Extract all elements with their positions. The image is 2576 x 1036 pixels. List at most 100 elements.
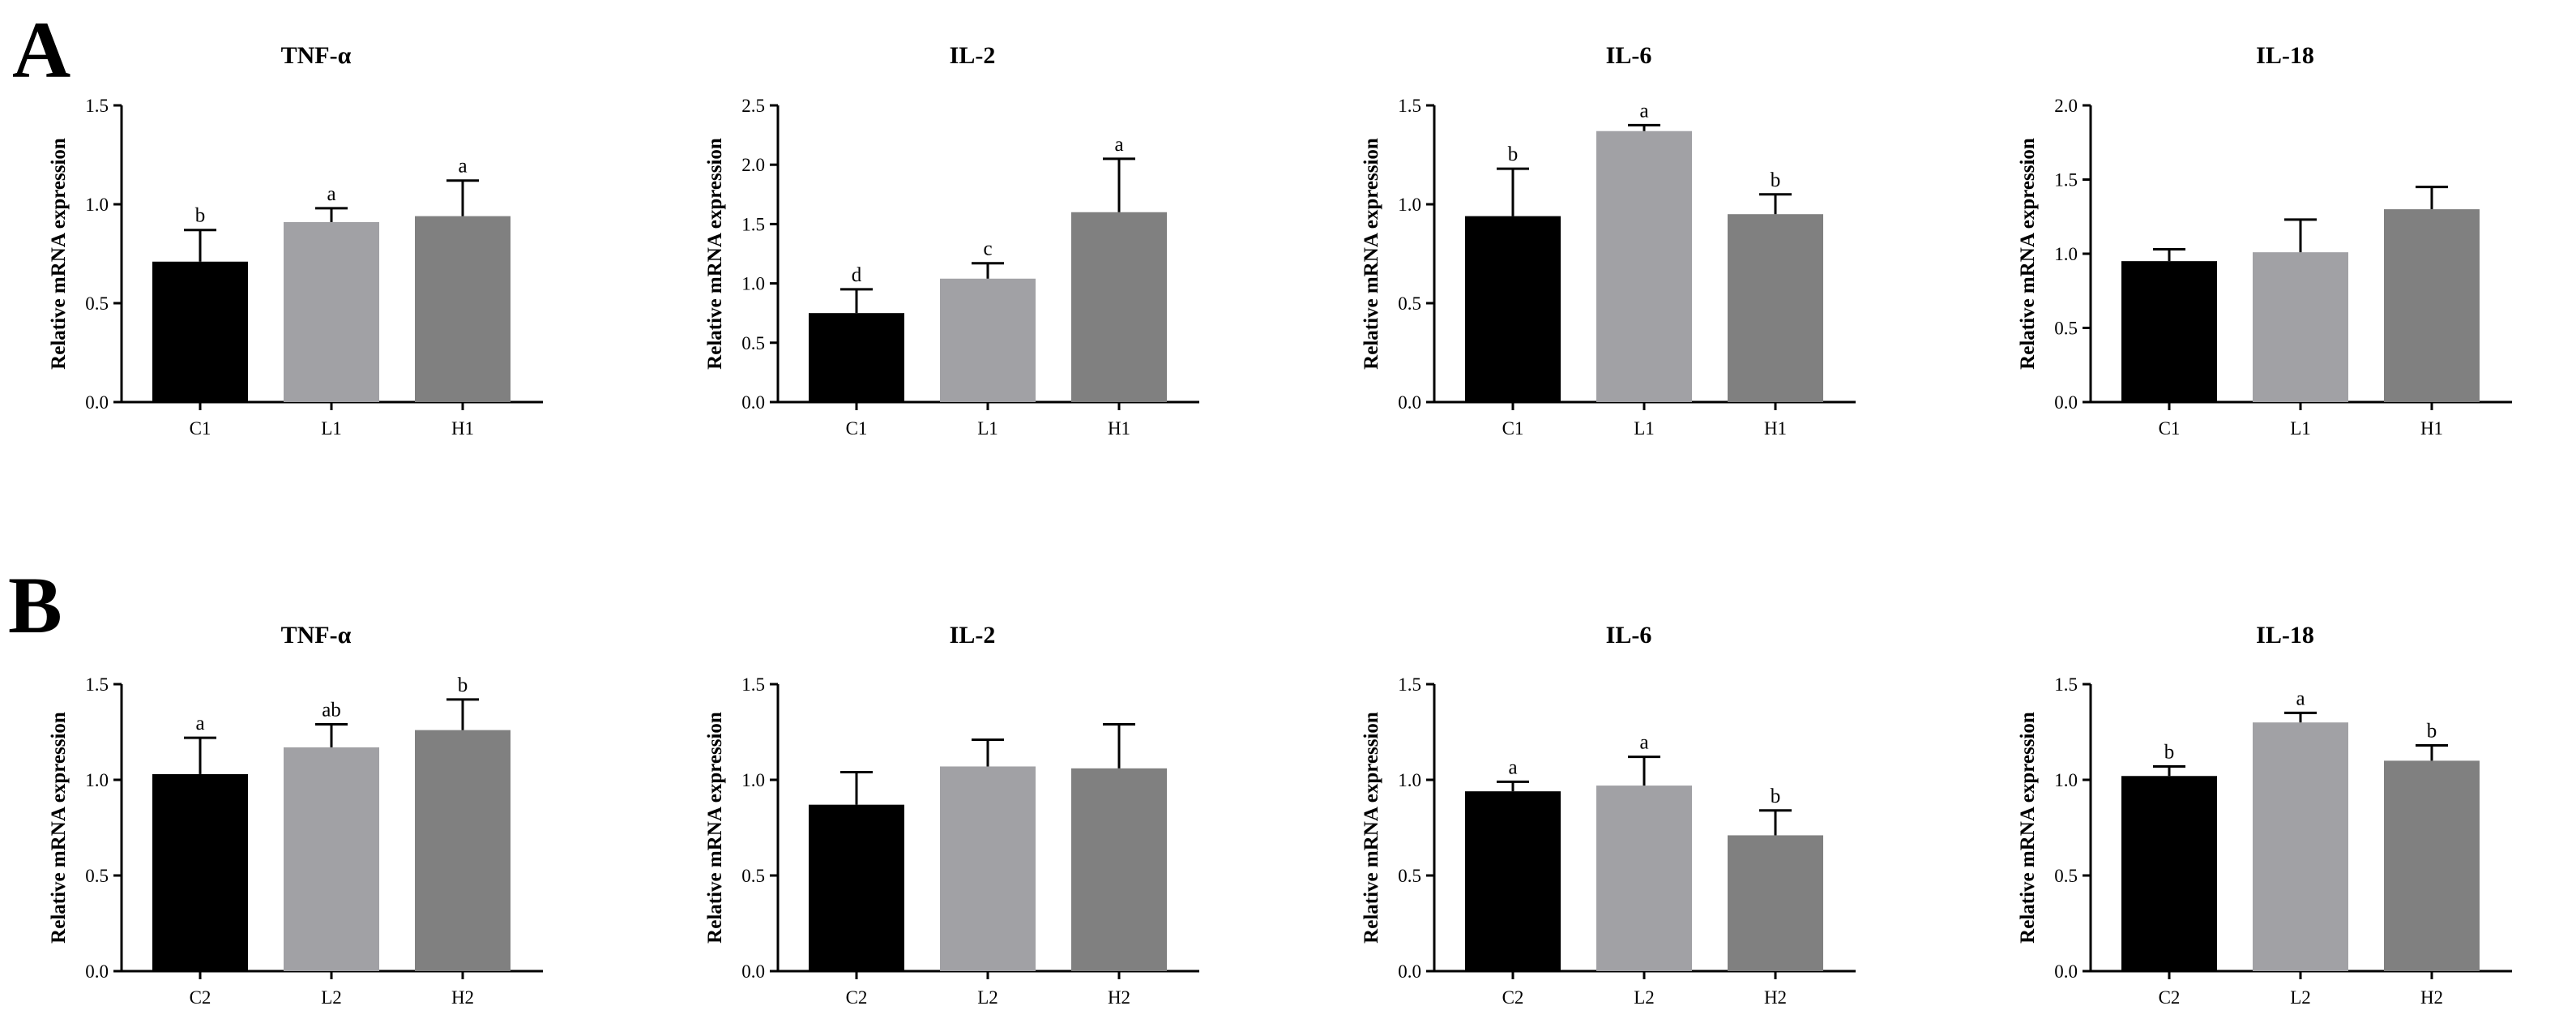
chart-a4-y-tick-label: 2.0 [2054,96,2078,116]
chart-b3-y-tick-label: 1.0 [1398,770,1421,790]
panel-letter-a: A [12,5,70,95]
chart-b3-bar-l2 [1596,786,1692,971]
chart-a1-bar-h1 [415,216,511,402]
chart-b2-category-label-c2: C2 [846,987,868,1008]
chart-b4-y-tick-label: 0.0 [2054,961,2078,982]
chart-b3-significance-c2: a [1508,756,1517,778]
chart-a4-title: IL-18 [2256,42,2314,69]
chart-b4-significance-h2: b [2427,721,2437,743]
chart-a2-y-tick-label: 1.0 [741,274,765,294]
chart-b1-title: TNF-α [281,622,352,649]
chart-a2-y-tick-label: 1.5 [741,214,765,234]
panel-letter-b: B [8,560,62,650]
chart-b2-y-tick-label: 1.0 [741,770,765,790]
chart-a3-bar-h1 [1728,214,1823,402]
chart-a4-y-tick-label: 0.5 [2054,319,2078,339]
chart-b2-y-axis-label: Relative mRNA expression [704,712,726,944]
chart-a3-y-tick-label: 0.5 [1398,293,1421,314]
chart-b1-y-tick-label: 0.0 [85,961,109,982]
chart-a3-y-tick-label: 1.5 [1398,96,1421,116]
chart-a1-category-label-l1: L1 [321,418,342,439]
chart-b3-y-tick-label: 1.5 [1398,674,1421,695]
chart-a3-significance-c1: b [1508,143,1519,165]
chart-a1-significance-l1: a [327,183,335,205]
chart-a1-title: TNF-α [281,42,352,69]
chart-b1-y-axis-label: Relative mRNA expression [48,712,70,944]
chart-b1-category-label-l2: L2 [321,987,342,1008]
chart-a4-category-label-h1: H1 [2420,418,2443,439]
chart-b4-bar-c2 [2121,776,2217,971]
chart-b2-y-tick-label: 1.5 [741,674,765,695]
chart-b3-category-label-l2: L2 [1634,987,1655,1008]
chart-a3-y-tick-label: 0.0 [1398,392,1421,413]
chart-b4-title: IL-18 [2256,622,2314,649]
chart-a3-y-tick-label: 1.0 [1398,195,1421,215]
chart-b1-significance-l2: ab [322,700,341,721]
chart-b4-category-label-c2: C2 [2159,987,2181,1008]
chart-a2-significance-c1: d [852,264,862,286]
chart-a1-significance-c1: b [195,205,206,227]
chart-a2-y-tick-label: 0.5 [741,333,765,353]
chart-a2-significance-h1: a [1114,134,1123,156]
chart-a1-y-tick-label: 0.5 [85,293,109,314]
chart-a1-category-label-h1: H1 [451,418,474,439]
chart-b1-category-label-h2: H2 [451,987,474,1008]
chart-a1-significance-h1: a [458,156,467,178]
chart-a2-category-label-l1: L1 [977,418,998,439]
chart-b4-y-tick-label: 0.5 [2054,866,2078,886]
chart-a1-bar-c1 [152,261,248,402]
chart-a4-category-label-c1: C1 [2159,418,2181,439]
chart-a2-category-label-h1: H1 [1108,418,1130,439]
chart-b2-bar-c2 [809,804,904,971]
chart-a4-y-tick-label: 0.0 [2054,392,2078,413]
chart-a3-bar-l1 [1596,131,1692,402]
chart-b4-y-axis-label: Relative mRNA expression [2017,712,2039,944]
chart-b3-bar-c2 [1465,791,1561,971]
chart-b4-category-label-h2: H2 [2420,987,2443,1008]
chart-b4-significance-l2: a [2296,687,2305,709]
chart-a2-y-tick-label: 2.5 [741,96,765,116]
chart-a1-y-tick-label: 1.0 [85,195,109,215]
chart-b4-y-tick-label: 1.0 [2054,770,2078,790]
chart-b1-bar-h2 [415,730,511,971]
chart-a4-bar-l1 [2253,252,2348,402]
chart-a2-y-tick-label: 2.0 [741,155,765,175]
chart-a4-bar-h1 [2384,209,2480,402]
chart-b2-category-label-h2: H2 [1108,987,1130,1008]
chart-b3-title: IL-6 [1606,622,1652,649]
chart-b3-y-tick-label: 0.0 [1398,961,1421,982]
chart-b4-bar-h2 [2384,760,2480,971]
chart-a2-y-tick-label: 0.0 [741,392,765,413]
chart-a3-bar-c1 [1465,216,1561,402]
chart-a4-y-axis-label: Relative mRNA expression [2017,138,2039,370]
chart-a2-bar-l1 [940,278,1036,402]
chart-a2-category-label-c1: C1 [846,418,868,439]
chart-b4-significance-c2: b [2164,741,2175,763]
chart-b1-significance-c2: a [195,713,204,734]
chart-a1-y-tick-label: 0.0 [85,392,109,413]
chart-b3-y-tick-label: 0.5 [1398,866,1421,886]
chart-b4-y-tick-label: 1.5 [2054,674,2078,695]
chart-a3-title: IL-6 [1606,42,1652,69]
chart-b2-category-label-l2: L2 [977,987,998,1008]
chart-a4-y-tick-label: 1.0 [2054,244,2078,264]
chart-b1-y-tick-label: 1.5 [85,674,109,695]
chart-b1-bar-l2 [284,747,379,971]
chart-a1-y-axis-label: Relative mRNA expression [48,138,70,370]
chart-b3-category-label-h2: H2 [1764,987,1787,1008]
chart-a4-y-tick-label: 1.5 [2054,170,2078,191]
chart-a3-y-axis-label: Relative mRNA expression [1361,138,1382,370]
chart-a2-bar-h1 [1071,212,1167,402]
chart-b2-y-tick-label: 0.5 [741,866,765,886]
chart-b3-y-axis-label: Relative mRNA expression [1361,712,1382,944]
chart-b3-category-label-c2: C2 [1502,987,1524,1008]
chart-a3-significance-h1: b [1771,169,1781,191]
chart-b1-category-label-c2: C2 [190,987,211,1008]
chart-a3-significance-l1: a [1639,100,1648,122]
chart-b2-title: IL-2 [950,622,996,649]
chart-b2-y-tick-label: 0.0 [741,961,765,982]
chart-a1-y-tick-label: 1.5 [85,96,109,116]
chart-b3-significance-h2: b [1771,786,1781,807]
chart-b1-bar-c2 [152,773,248,971]
